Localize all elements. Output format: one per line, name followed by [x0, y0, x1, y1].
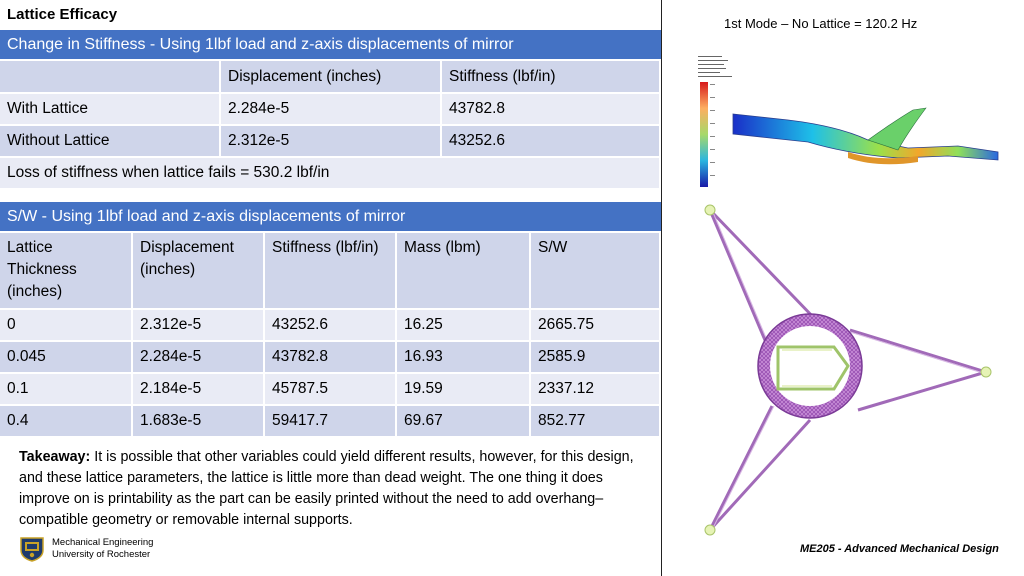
table2-cell: 2.312e-5 [133, 310, 265, 342]
table1-col-displacement: Displacement (inches) [221, 61, 442, 94]
takeaway-text: It is possible that other variables coul… [19, 449, 634, 528]
table2-cell: 59417.7 [265, 406, 397, 438]
department-label: Mechanical Engineering University of Roc… [52, 537, 153, 561]
table2-cell: 0.045 [0, 342, 133, 374]
mode-title: 1st Mode – No Lattice = 120.2 Hz [724, 16, 918, 31]
table2-cell: 16.93 [397, 342, 531, 374]
takeaway-paragraph: Takeaway: It is possible that other vari… [19, 447, 649, 531]
table2-cell: 45787.5 [265, 374, 397, 406]
table2-col-sw: S/W [531, 233, 662, 310]
university-shield-logo [20, 537, 44, 562]
table2-cell: 852.77 [531, 406, 662, 438]
table2-cell: 0.4 [0, 406, 133, 438]
table1-cell: With Lattice [0, 94, 221, 126]
lattice-mirror-geometry-image [704, 204, 992, 536]
page-title: Lattice Efficacy [7, 6, 118, 23]
table2-col-mass: Mass (lbm) [397, 233, 531, 310]
table1-cell: 43782.8 [442, 94, 662, 126]
table1-header: Change in Stiffness - Using 1lbf load an… [0, 30, 662, 61]
stiffness-change-table: Change in Stiffness - Using 1lbf load an… [0, 30, 662, 190]
table2-cell: 2.284e-5 [133, 342, 265, 374]
table1-cell: 2.284e-5 [221, 94, 442, 126]
table2-cell: 1.683e-5 [133, 406, 265, 438]
table2-col-thickness: Lattice Thickness (inches) [0, 233, 133, 310]
table2-cell: 69.67 [397, 406, 531, 438]
table2-col-stiffness: Stiffness (lbf/in) [265, 233, 397, 310]
table1-col-stiffness: Stiffness (lbf/in) [442, 61, 662, 94]
course-label: ME205 - Advanced Mechanical Design [800, 543, 999, 555]
table2-cell: 0 [0, 310, 133, 342]
table2-cell: 2585.9 [531, 342, 662, 374]
table2-cell: 2337.12 [531, 374, 662, 406]
table2-col-displacement: Displacement (inches) [133, 233, 265, 310]
table1-footer: Loss of stiffness when lattice fails = 5… [0, 158, 662, 190]
fea-mode-shape-image [698, 56, 999, 187]
university-name: University of Rochester [52, 549, 151, 560]
table2-cell: 43782.8 [265, 342, 397, 374]
table2-cell: 16.25 [397, 310, 531, 342]
table1-cell: 2.312e-5 [221, 126, 442, 158]
table1-cell: 43252.6 [442, 126, 662, 158]
vertical-divider [661, 0, 662, 576]
sw-table: S/W - Using 1lbf load and z-axis displac… [0, 202, 662, 438]
table1-cell: Without Lattice [0, 126, 221, 158]
department-name: Mechanical Engineering [52, 537, 154, 548]
table2-cell: 2.184e-5 [133, 374, 265, 406]
table1-col-empty [0, 61, 221, 94]
table2-cell: 0.1 [0, 374, 133, 406]
table2-header: S/W - Using 1lbf load and z-axis displac… [0, 202, 662, 233]
takeaway-label: Takeaway: [19, 449, 91, 465]
table2-cell: 43252.6 [265, 310, 397, 342]
table2-cell: 2665.75 [531, 310, 662, 342]
table2-cell: 19.59 [397, 374, 531, 406]
